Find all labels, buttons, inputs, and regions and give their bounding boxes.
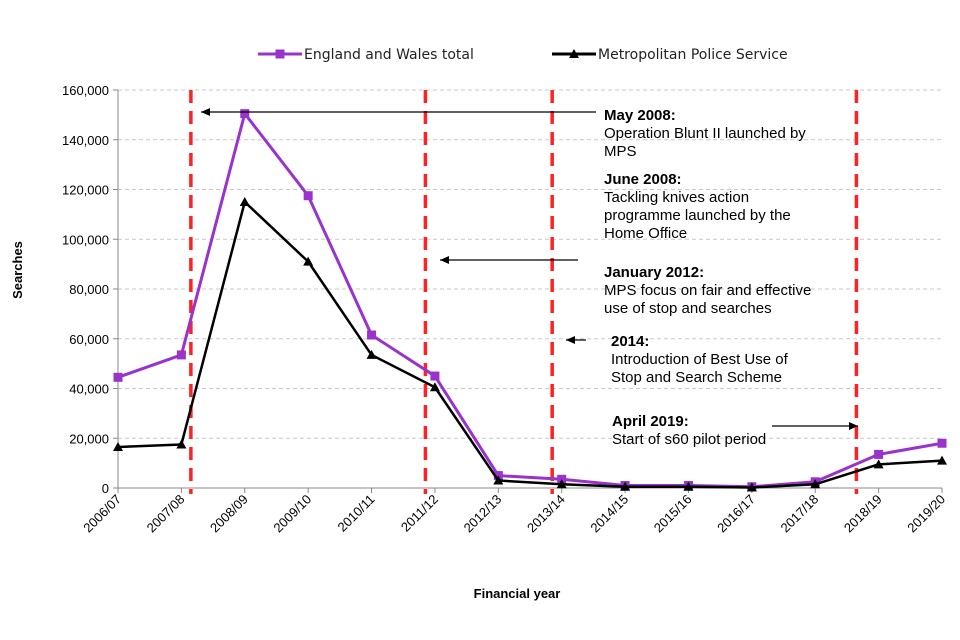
y-tick-label: 0 — [102, 481, 109, 496]
annotation-block: January 2012:MPS focus on fair and effec… — [604, 264, 811, 317]
annotation-block: June 2008:Tackling knives actionprogramm… — [604, 171, 791, 242]
x-tick-label: 2007/08 — [144, 492, 188, 536]
x-tick-label: 2009/10 — [270, 492, 314, 536]
x-axis-title: Financial year — [474, 586, 561, 601]
series-line — [117, 200, 943, 489]
legend-item: Metropolitan Police Service — [552, 47, 788, 63]
series-group — [113, 109, 947, 492]
annotation-text: MPS focus on fair and effective — [604, 282, 811, 299]
data-point-triangle — [810, 479, 821, 489]
annotation-arrows — [201, 108, 858, 430]
y-tick-label: 100,000 — [62, 232, 109, 247]
annotation-text: use of stop and searches — [604, 300, 772, 317]
data-point-square — [430, 371, 440, 381]
x-tick-label: 2010/11 — [335, 492, 378, 535]
data-point-triangle — [620, 481, 631, 491]
annotation-heading: June 2008: — [604, 171, 682, 188]
series-metropolitan-police — [113, 196, 947, 492]
annotation-text: Operation Blunt II launched by — [604, 125, 806, 142]
data-point-square — [367, 330, 377, 340]
data-point-square — [303, 191, 313, 201]
y-tick-label: 160,000 — [62, 83, 109, 98]
data-point-square — [874, 449, 884, 459]
data-point-square — [113, 372, 123, 382]
y-tick-label: 20,000 — [69, 431, 109, 446]
annotation-arrow — [201, 108, 596, 116]
x-tick-label: 2012/13 — [461, 492, 505, 536]
legend-marker-triangle — [569, 49, 579, 58]
legend: England and Wales total Metropolitan Poli… — [258, 47, 788, 63]
annotation-text: programme launched by the — [604, 207, 791, 224]
annotation-text: Tackling knives action — [604, 189, 749, 206]
data-point-square — [937, 438, 947, 448]
data-point-triangle — [366, 349, 377, 359]
annotation-block: April 2019:Start of s60 pilot period — [612, 413, 766, 448]
data-point-triangle — [746, 482, 757, 492]
legend-label: England and Wales total — [304, 47, 474, 63]
annotation-text: Home Office — [604, 225, 687, 242]
data-point-triangle — [556, 479, 567, 489]
series-line — [117, 112, 943, 489]
x-tick-label: 2018/19 — [841, 492, 885, 536]
y-tick-label: 40,000 — [69, 382, 109, 397]
annotation-heading: 2014: — [611, 333, 649, 350]
legend-marker-square — [275, 49, 285, 59]
data-point-triangle — [303, 256, 314, 266]
data-point-square — [176, 350, 186, 360]
y-tick-label: 140,000 — [62, 133, 109, 148]
annotation-text: Stop and Search Scheme — [611, 369, 782, 386]
legend-item: England and Wales total — [258, 47, 474, 63]
data-point-triangle — [113, 441, 123, 451]
data-point-triangle — [239, 196, 250, 206]
x-tick-label: 2011/12 — [398, 492, 441, 535]
data-point-triangle — [176, 439, 187, 449]
x-tick-labels: 2006/07 2007/08 2008/09 2009/10 2010/11 2011/… — [80, 488, 948, 535]
annotation-heading: April 2019: — [612, 413, 689, 430]
annotation-arrow — [440, 256, 578, 264]
y-axis-title: Searches — [10, 241, 25, 299]
data-point-triangle — [683, 481, 694, 491]
annotation-arrow — [772, 422, 858, 430]
y-tick-label: 60,000 — [69, 332, 109, 347]
annotation-arrow — [566, 336, 586, 344]
y-tick-labels: 0 20,000 40,000 60,000 80,000 100,000 120,000 1… — [62, 83, 109, 496]
x-tick-label: 2019/20 — [904, 492, 948, 536]
x-tick-label: 2008/09 — [207, 492, 251, 536]
x-tick-label: 2014/15 — [587, 492, 631, 536]
x-tick-label: 2016/17 — [714, 492, 758, 536]
data-point-triangle — [429, 382, 440, 392]
y-tick-label: 120,000 — [62, 183, 109, 198]
x-tick-label: 2006/07 — [80, 492, 124, 536]
x-tick-label: 2017/18 — [778, 492, 822, 536]
axes — [117, 90, 942, 489]
gridlines — [113, 89, 942, 489]
annotation-text: Start of s60 pilot period — [612, 431, 766, 448]
data-point-square — [240, 109, 250, 119]
data-point-triangle — [493, 475, 504, 485]
data-point-triangle — [873, 459, 884, 469]
y-tick-label: 80,000 — [69, 282, 109, 297]
series-england-and-wales — [113, 109, 947, 492]
annotation-text: MPS — [604, 143, 637, 160]
annotations: May 2008:Operation Blunt II launched byM… — [604, 107, 811, 448]
data-point-triangle — [937, 455, 947, 465]
legend-label: Metropolitan Police Service — [598, 47, 788, 63]
annotation-heading: January 2012: — [604, 264, 704, 281]
annotation-text: Introduction of Best Use of — [611, 351, 789, 368]
x-tick-label: 2013/14 — [524, 492, 568, 536]
annotation-heading: May 2008: — [604, 107, 676, 124]
x-tick-label: 2015/16 — [651, 492, 695, 536]
annotation-block: May 2008:Operation Blunt II launched byM… — [604, 107, 806, 160]
